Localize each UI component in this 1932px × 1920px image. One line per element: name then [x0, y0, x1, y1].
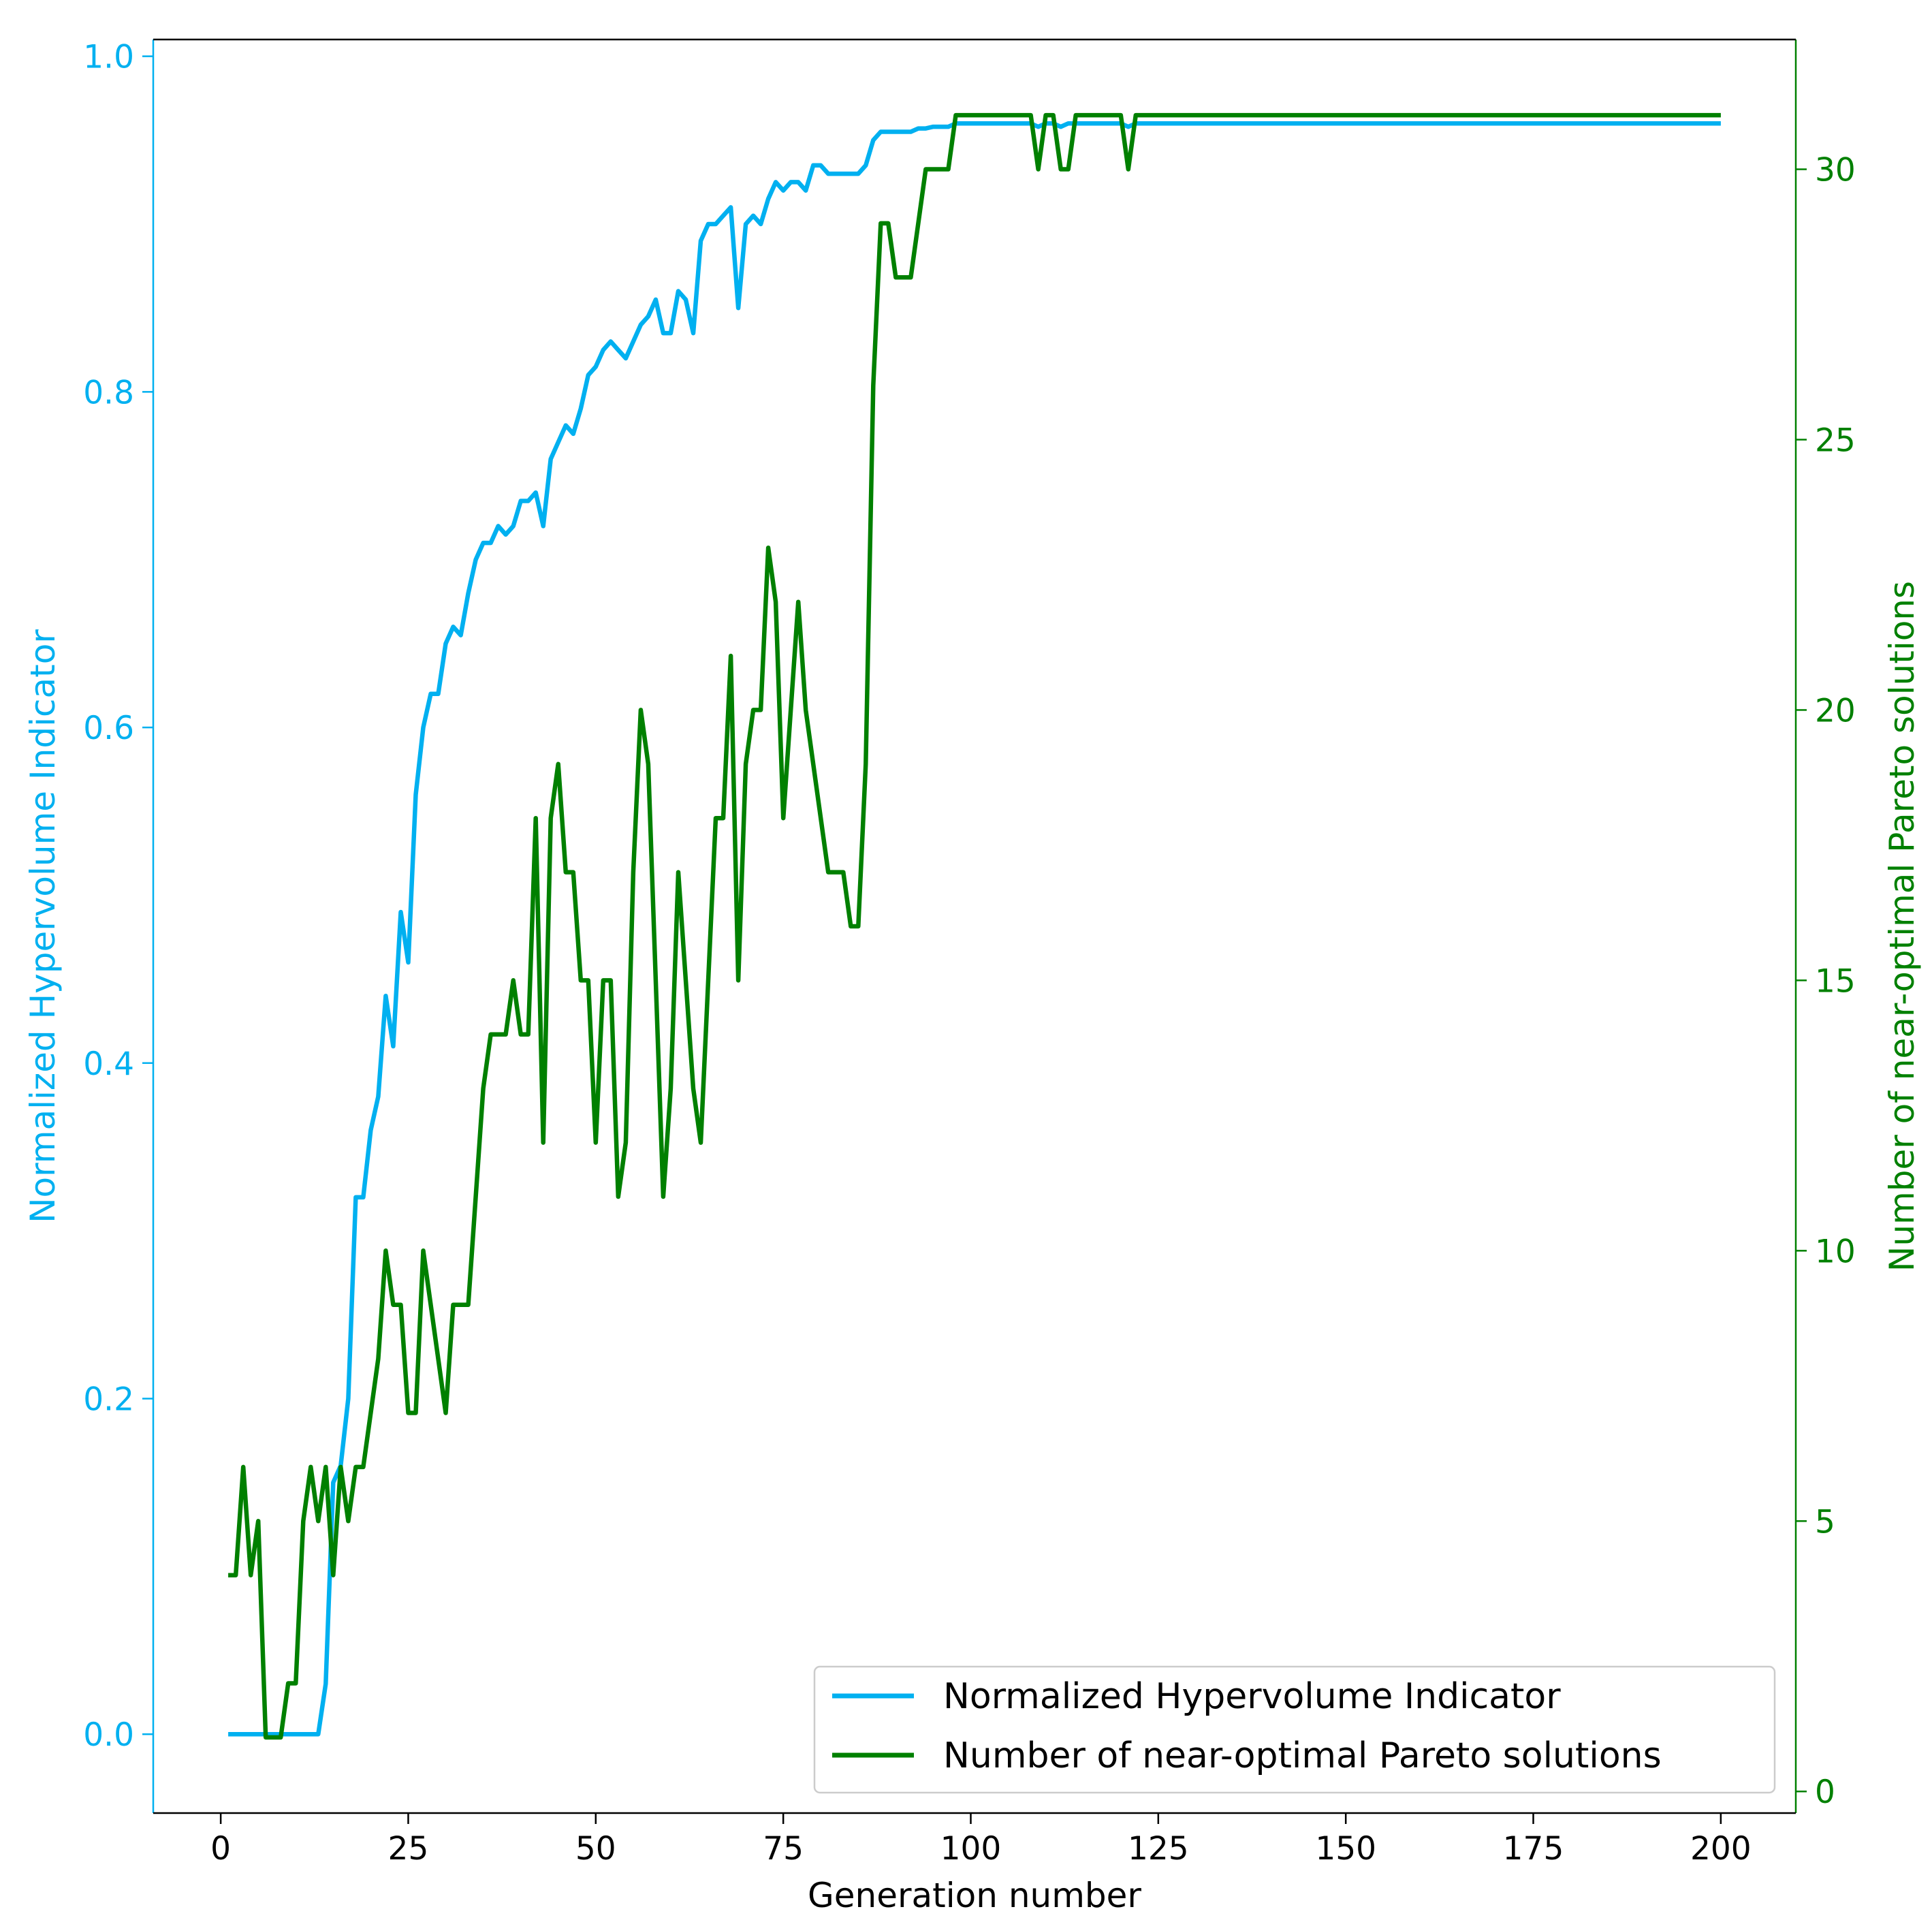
left-tick-label: 0.0 [83, 1716, 134, 1754]
x-tick-label: 125 [1128, 1830, 1189, 1868]
legend-label-hypervolume: Normalized Hypervolume Indicator [943, 1676, 1561, 1717]
legend: Normalized Hypervolume Indicator Number … [813, 1665, 1776, 1794]
x-axis-label: Generation number [808, 1876, 1141, 1915]
series-layer [228, 112, 1721, 1740]
legend-box [813, 1665, 1776, 1794]
x-tick-label: 50 [575, 1830, 616, 1868]
x-axis-ticks: 0 25 50 75 100 125 150 175 200 [210, 1813, 1752, 1868]
left-tick-label: 0.4 [83, 1045, 134, 1083]
left-tick-label: 1.0 [83, 39, 134, 76]
x-tick-label: 150 [1315, 1830, 1376, 1868]
x-tick-label: 100 [940, 1830, 1002, 1868]
right-tick-label: 5 [1815, 1503, 1835, 1541]
left-tick-label: 0.6 [83, 710, 134, 747]
x-tick-label: 175 [1503, 1830, 1564, 1868]
right-axis-ticks: 0 5 10 15 20 25 30 [1796, 152, 1856, 1811]
series-line-pareto-count [228, 112, 1721, 1740]
left-axis-label: Normalized Hypervolume Indicator [23, 629, 63, 1223]
legend-label-pareto: Number of near-optimal Pareto solutions [943, 1735, 1662, 1776]
left-tick-label: 0.2 [83, 1381, 134, 1418]
right-tick-label: 0 [1815, 1774, 1835, 1811]
right-tick-label: 15 [1815, 962, 1856, 1000]
left-axis-ticks: 0.0 0.2 0.4 0.6 0.8 1.0 [83, 39, 153, 1754]
series-line-hypervolume [228, 121, 1721, 1737]
x-tick-label: 200 [1690, 1830, 1752, 1868]
right-axis-label: Number of near-optimal Pareto solutions [1882, 581, 1922, 1272]
right-tick-label: 20 [1815, 692, 1856, 729]
x-tick-label: 25 [388, 1830, 429, 1868]
x-tick-label: 75 [763, 1830, 804, 1868]
right-tick-label: 10 [1815, 1233, 1856, 1270]
right-tick-label: 25 [1815, 422, 1856, 459]
right-tick-label: 30 [1815, 152, 1856, 189]
x-tick-label: 0 [210, 1830, 231, 1868]
left-tick-label: 0.8 [83, 374, 134, 411]
